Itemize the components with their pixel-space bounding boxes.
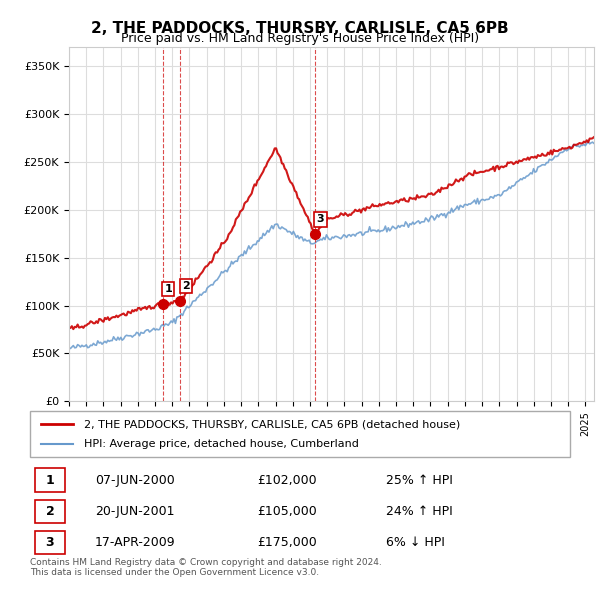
Text: 25% ↑ HPI: 25% ↑ HPI — [386, 474, 453, 487]
Text: 3: 3 — [46, 536, 54, 549]
Text: 2, THE PADDOCKS, THURSBY, CARLISLE, CA5 6PB: 2, THE PADDOCKS, THURSBY, CARLISLE, CA5 … — [91, 21, 509, 35]
Text: HPI: Average price, detached house, Cumberland: HPI: Average price, detached house, Cumb… — [84, 440, 359, 450]
Text: 6% ↓ HPI: 6% ↓ HPI — [386, 536, 445, 549]
FancyBboxPatch shape — [30, 411, 570, 457]
Text: 17-APR-2009: 17-APR-2009 — [95, 536, 175, 549]
Text: 2: 2 — [46, 505, 55, 518]
Text: Price paid vs. HM Land Registry's House Price Index (HPI): Price paid vs. HM Land Registry's House … — [121, 32, 479, 45]
FancyBboxPatch shape — [35, 468, 65, 492]
Text: 3: 3 — [317, 214, 325, 224]
FancyBboxPatch shape — [35, 500, 65, 523]
Text: This data is licensed under the Open Government Licence v3.0.: This data is licensed under the Open Gov… — [30, 568, 319, 576]
Text: 24% ↑ HPI: 24% ↑ HPI — [386, 505, 453, 518]
Text: £102,000: £102,000 — [257, 474, 316, 487]
Text: Contains HM Land Registry data © Crown copyright and database right 2024.: Contains HM Land Registry data © Crown c… — [30, 558, 382, 566]
Text: £175,000: £175,000 — [257, 536, 317, 549]
FancyBboxPatch shape — [35, 530, 65, 555]
Text: 2, THE PADDOCKS, THURSBY, CARLISLE, CA5 6PB (detached house): 2, THE PADDOCKS, THURSBY, CARLISLE, CA5 … — [84, 419, 460, 429]
Text: 1: 1 — [46, 474, 55, 487]
Text: 07-JUN-2000: 07-JUN-2000 — [95, 474, 175, 487]
Text: 1: 1 — [164, 284, 172, 294]
Text: 20-JUN-2001: 20-JUN-2001 — [95, 505, 175, 518]
Text: £105,000: £105,000 — [257, 505, 317, 518]
Text: 2: 2 — [182, 281, 190, 291]
